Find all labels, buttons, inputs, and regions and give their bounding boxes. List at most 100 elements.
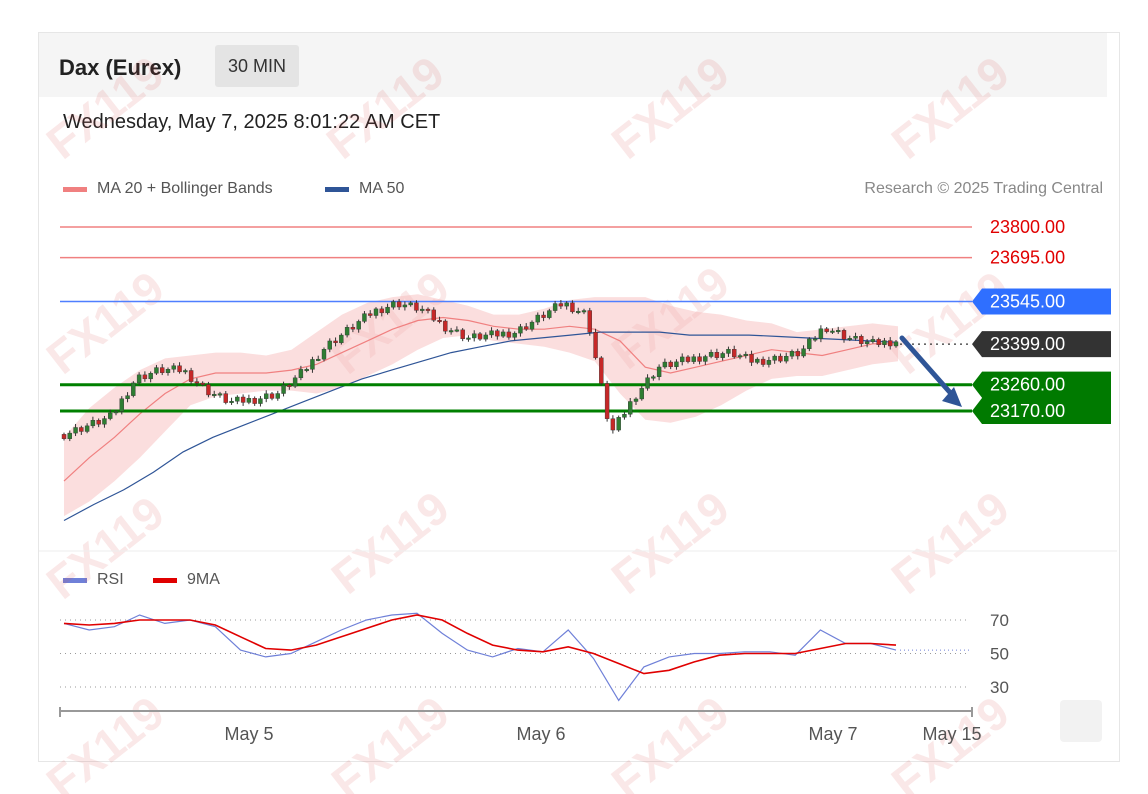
candle [339,333,344,345]
candle [402,301,408,311]
candle [425,307,431,314]
candle [766,356,772,368]
candle-body [188,370,194,382]
candle [84,423,90,434]
candle [708,349,714,359]
candle [292,375,298,389]
legend-ma50: MA 50 [325,180,404,198]
candle [275,390,280,401]
candle-body [726,349,731,354]
candle [79,425,84,435]
candle [379,306,384,317]
candle [668,360,673,370]
candle-body [425,308,431,311]
fx119-watermark: FX119 [322,686,459,794]
x-tick-label: May 5 [224,724,273,744]
candle [252,396,257,406]
candle [558,300,564,310]
x-tick-label: May 7 [808,724,857,744]
candle [789,349,795,360]
candle [581,308,587,315]
candle-body [79,427,84,432]
candle-body [90,420,96,427]
candle-body [472,333,477,339]
candle-body [258,398,263,404]
candle-body [685,356,691,362]
candle [535,312,540,326]
candle-body [67,432,72,439]
candle [628,397,633,418]
candle-body [414,302,419,311]
candle [466,335,471,342]
candle [772,354,777,364]
candle-body [212,394,217,396]
candle-body [408,302,413,306]
interval-button[interactable]: 30 MIN [215,45,299,87]
candle-body [870,339,876,342]
candle [119,396,124,415]
fx119-watermark: FX119 [882,46,1019,169]
candle [287,383,292,390]
candle [310,356,315,373]
candle [113,409,119,416]
candle-body [183,370,188,373]
candle-body [316,358,321,361]
candle [344,324,350,338]
candle [570,300,575,314]
candle [807,337,812,352]
research-credit: Research © 2025 Trading Central [864,180,1103,197]
candle [853,332,858,341]
candle-body [859,336,864,344]
level-label: 23545.00 [990,291,1065,311]
candle-body [275,393,280,399]
candle-body [610,418,616,431]
candle-body [391,301,396,308]
candle-body [541,314,546,318]
candle-body [420,308,425,311]
fx119-watermark: FX119 [317,46,454,169]
candle [639,385,644,401]
candle-body [760,358,766,365]
x-tick-label: May 15 [922,724,981,744]
candle [593,328,598,360]
candle [350,323,356,333]
level-label: 23800.00 [990,217,1065,237]
candle [564,301,569,310]
candle [714,348,720,360]
x-tick-label: May 6 [516,724,565,744]
candle [784,352,789,364]
candle [304,367,309,373]
candle [749,350,754,366]
candle [541,311,546,322]
candle-body [119,398,124,412]
candle-body [448,330,454,333]
candle [882,337,887,348]
candle-body [697,356,702,362]
candle-body [512,332,517,338]
candle-body [581,310,587,313]
candle-body [310,359,315,370]
candle-body [755,358,760,363]
candle [333,337,338,347]
candle [495,328,500,340]
candle-body [789,351,795,357]
chart-card: Dax (Eurex) 30 MIN Wednesday, May 7, 202… [38,32,1120,762]
candle [183,368,188,375]
candle [662,358,668,369]
candle-body [281,384,286,394]
candle-body [564,302,569,307]
candle [604,380,610,422]
candle [258,396,263,407]
candle [321,347,327,362]
candle [448,327,454,335]
level-label: 23399.00 [990,334,1065,354]
candle [420,305,425,314]
candle-body [645,377,650,389]
candle-body [379,308,384,314]
candle [599,356,604,386]
candle-body [633,398,639,402]
corner-button[interactable] [1060,700,1102,742]
candle [108,409,113,421]
candle-body [495,330,500,337]
candle-body [454,329,460,332]
